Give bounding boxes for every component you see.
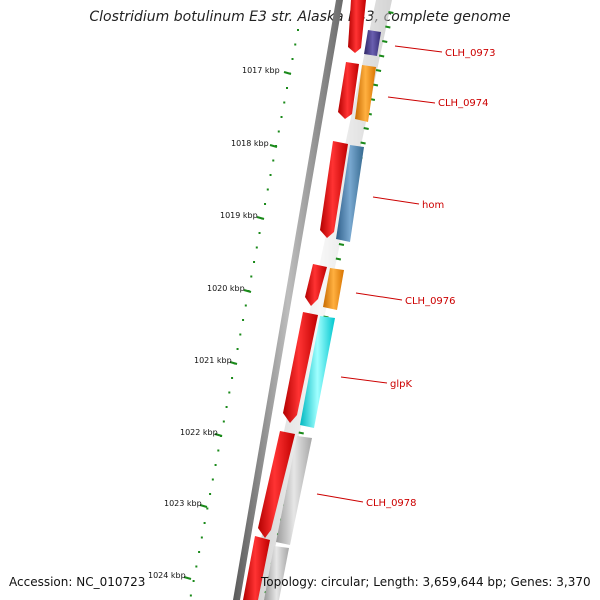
gene-feature-clh0973 bbox=[364, 30, 381, 56]
gene-label-clh0978: CLH_0978 bbox=[366, 498, 417, 509]
leader-line bbox=[316, 493, 364, 503]
scale-dot bbox=[242, 319, 245, 321]
leader-line bbox=[340, 376, 388, 384]
outer-tick bbox=[385, 25, 391, 29]
cds-feature bbox=[243, 536, 270, 600]
scale-dot bbox=[203, 522, 206, 524]
gene-feature-clh0978 bbox=[276, 436, 312, 545]
scale-dot bbox=[258, 232, 261, 234]
scale-dot bbox=[253, 261, 256, 263]
scale-dot bbox=[206, 507, 209, 510]
cds-feature bbox=[283, 312, 318, 423]
leader-line bbox=[372, 196, 420, 205]
scale-dot bbox=[211, 478, 214, 481]
scale-dot bbox=[236, 348, 239, 350]
outer-tick bbox=[388, 11, 394, 14]
scale-dot bbox=[264, 203, 267, 205]
cds-feature bbox=[320, 141, 348, 238]
cds-feature bbox=[348, 0, 366, 53]
tick-label: 1019 kbp bbox=[220, 211, 258, 220]
cds-track bbox=[243, 0, 366, 600]
scale-tick bbox=[214, 433, 223, 437]
cds-feature bbox=[305, 264, 327, 306]
scale-dot bbox=[189, 594, 192, 597]
scale-dot bbox=[222, 420, 225, 423]
outer-tick bbox=[382, 40, 388, 43]
scale-dot bbox=[291, 58, 294, 60]
scale-dot bbox=[269, 174, 272, 176]
scale-dot bbox=[283, 101, 286, 104]
leader-line bbox=[394, 45, 443, 53]
outer-tick bbox=[375, 69, 382, 72]
tick-label: 1024 kbp bbox=[148, 571, 186, 580]
leader-line bbox=[387, 96, 436, 104]
scale-dot bbox=[250, 275, 253, 278]
tick-label: 1018 kbp bbox=[231, 139, 269, 148]
genome-backbone bbox=[233, 0, 343, 600]
scale-tick bbox=[229, 361, 238, 365]
gene-feature bbox=[264, 546, 289, 600]
gene-label-clh0976: CLH_0976 bbox=[405, 296, 456, 307]
scale-dot bbox=[217, 449, 220, 452]
tick-label: 1017 kbp bbox=[242, 66, 280, 75]
scale-tick bbox=[283, 71, 292, 75]
scale-track bbox=[189, 29, 299, 597]
scale-labels: 1017 kbp 1018 kbp 1019 kbp 1020 kbp 1021… bbox=[148, 66, 280, 580]
gene-label-clh0973: CLH_0973 bbox=[445, 48, 496, 59]
scale-dot bbox=[231, 377, 234, 379]
scale-ticks bbox=[183, 71, 292, 580]
gene-feature-hom bbox=[336, 145, 364, 242]
scale-dot bbox=[277, 130, 280, 133]
leader-line bbox=[355, 292, 403, 301]
gene-label-hom: hom bbox=[422, 200, 444, 211]
scale-dot bbox=[255, 246, 258, 249]
scale-tick bbox=[256, 216, 265, 220]
outer-tick bbox=[372, 83, 379, 87]
scale-tick bbox=[243, 289, 252, 293]
scale-dot bbox=[209, 493, 212, 495]
scale-dot bbox=[228, 391, 231, 394]
outer-tick bbox=[360, 141, 366, 145]
tick-label: 1022 kbp bbox=[180, 428, 218, 437]
outer-tick bbox=[335, 257, 342, 261]
accession-text: Accession: NC_010723 bbox=[9, 575, 146, 589]
outer-tick bbox=[298, 431, 304, 435]
scale-dot bbox=[297, 29, 299, 31]
outer-tick bbox=[363, 127, 369, 130]
genome-summary-text: Topology: circular; Length: 3,659,644 bp… bbox=[261, 575, 591, 589]
scale-dot bbox=[294, 43, 297, 46]
map-title: Clostridium botulinum E3 str. Alaska E43… bbox=[89, 9, 511, 25]
scale-tick bbox=[183, 576, 192, 580]
gene-feature-glpk bbox=[300, 316, 335, 428]
gene-feature-clh0976 bbox=[323, 268, 344, 310]
gene-label-clh0974: CLH_0974 bbox=[438, 98, 489, 109]
gene-track bbox=[264, 30, 381, 600]
outer-tick bbox=[378, 54, 385, 58]
scale-dot bbox=[286, 87, 289, 89]
tick-label: 1020 kbp bbox=[207, 284, 245, 293]
scale-dot bbox=[214, 464, 217, 466]
gene-feature-clh0974 bbox=[355, 65, 376, 122]
scale-dot bbox=[239, 333, 242, 336]
scale-dot bbox=[280, 116, 283, 118]
gene-labels: CLH_0973 CLH_0974 hom CLH_0976 glpK CLH_… bbox=[316, 45, 496, 509]
scale-dot bbox=[198, 551, 201, 553]
tick-label: 1021 kbp bbox=[194, 356, 232, 365]
cds-feature bbox=[338, 62, 359, 119]
scale-tick bbox=[269, 144, 278, 148]
cds-feature bbox=[258, 431, 295, 538]
scale-tick bbox=[199, 504, 208, 508]
gene-label-glpk: glpK bbox=[390, 379, 412, 390]
scale-dot bbox=[192, 580, 195, 582]
scale-dot bbox=[195, 565, 198, 568]
outer-tick bbox=[338, 243, 345, 246]
scale-dot bbox=[244, 304, 247, 307]
scale-dot bbox=[225, 406, 228, 408]
scale-dot bbox=[200, 536, 203, 539]
scale-dot bbox=[272, 159, 275, 162]
scale-dot bbox=[266, 188, 269, 191]
tick-label: 1023 kbp bbox=[164, 499, 202, 508]
